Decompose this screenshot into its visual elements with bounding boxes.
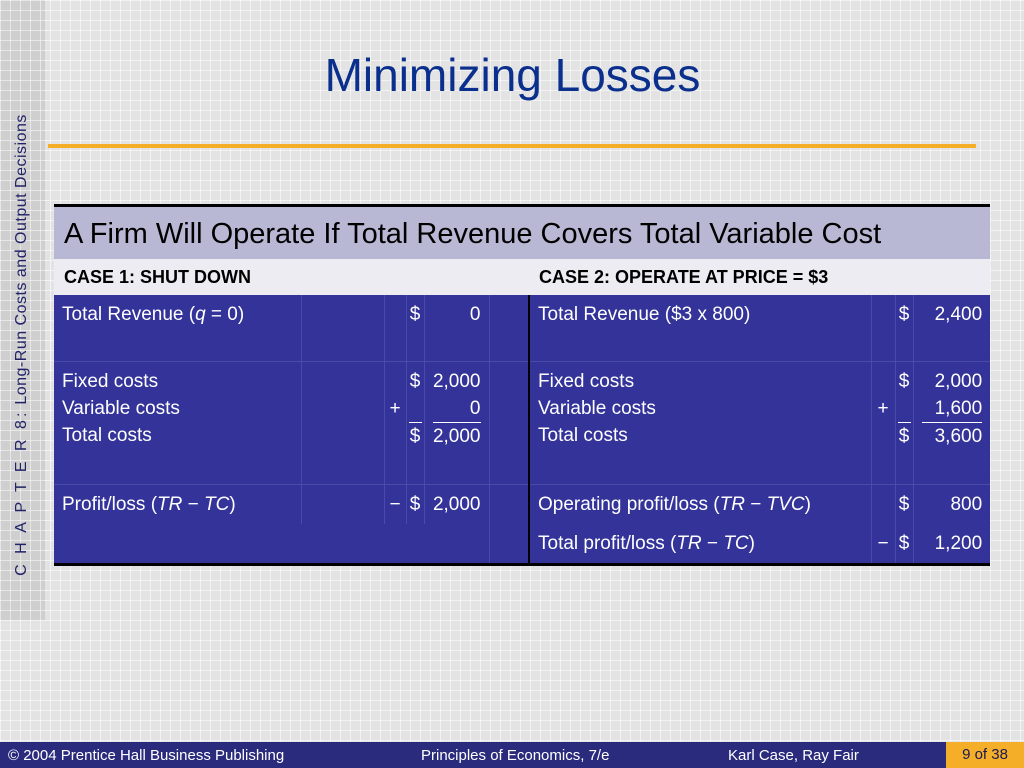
- case2-fixed-label: Fixed costs: [538, 371, 635, 392]
- chapter-label: C H A P T E R 8: Long-Run Costs and Outp…: [13, 85, 31, 605]
- case1-revenue-value: 0: [424, 295, 490, 362]
- case2-variable-value: 1,600: [921, 395, 983, 423]
- footer-copyright: © 2004 Prentice Hall Business Publishing: [8, 747, 285, 764]
- case2-revenue-dollar: $: [895, 295, 914, 362]
- table-header-row: A Firm Will Operate If Total Revenue Cov…: [54, 204, 991, 259]
- table-row: Total Revenue (q = 0) $ 0 Total Revenue …: [54, 295, 991, 362]
- case2-total-dollar: $: [898, 426, 910, 447]
- case1-total-value: 2,000: [432, 426, 481, 447]
- chapter-topic: Long-Run Costs and Output Decisions: [13, 114, 30, 405]
- case2-total-profit-sign: −: [871, 524, 896, 566]
- page-number: 9 of 38: [946, 742, 1024, 768]
- case2-total-profit-value: 1,200: [913, 524, 991, 566]
- side-strip: [0, 0, 45, 620]
- case2-total-value: 3,600: [934, 426, 983, 447]
- case1-profit-dollar: $: [406, 484, 425, 524]
- case1-revenue-label: Total Revenue (q = 0): [54, 295, 302, 362]
- case2-revenue-value: 2,400: [913, 295, 991, 362]
- case2-total-label: Total costs: [538, 425, 628, 446]
- table-row: Profit/loss (TR − TC) − $ 2,000 Operatin…: [54, 484, 991, 524]
- case2-fixed-dollar: $: [898, 371, 910, 392]
- case1-variable-label: Variable costs: [62, 398, 180, 419]
- case2-operating-dollar: $: [895, 484, 914, 524]
- slide-title: Minimizing Losses: [324, 49, 701, 101]
- case2-total-profit-label: Total profit/loss (TR − TC): [529, 524, 872, 566]
- case1-profit-label: Profit/loss (TR − TC): [54, 484, 302, 524]
- case1-fixed-value: 2,000: [432, 371, 481, 392]
- case2-total-profit-dollar: $: [895, 524, 914, 566]
- footer-bar: © 2004 Prentice Hall Business Publishing…: [0, 742, 1024, 768]
- case2-title: CASE 2: OPERATE AT PRICE = $3: [529, 259, 991, 295]
- case2-operating-label: Operating profit/loss (TR − TVC): [529, 484, 872, 524]
- case-title-row: CASE 1: SHUT DOWN CASE 2: OPERATE AT PRI…: [54, 259, 991, 295]
- case2-fixed-value: 2,000: [934, 371, 983, 392]
- case1-total-dollar: $: [409, 426, 421, 447]
- case1-fixed-dollar: $: [409, 371, 421, 392]
- table-header: A Firm Will Operate If Total Revenue Cov…: [54, 204, 991, 259]
- case1-variable-sign: +: [389, 398, 401, 419]
- case1-profit-value: 2,000: [424, 484, 490, 524]
- chapter-number: C H A P T E R 8:: [13, 409, 30, 576]
- case1-fixed-label: Fixed costs: [62, 371, 159, 392]
- title-rule: [48, 144, 976, 148]
- table-row: Fixed costs Variable costs Total costs +…: [54, 361, 991, 485]
- case1-revenue-dollar: $: [406, 295, 425, 362]
- case1-variable-value: 0: [432, 395, 481, 423]
- case2-cost-labels: Fixed costs Variable costs Total costs: [529, 361, 872, 485]
- table-row: Total profit/loss (TR − TC) − $ 1,200: [54, 524, 991, 566]
- case1-title: CASE 1: SHUT DOWN: [54, 259, 529, 295]
- footer-book: Principles of Economics, 7/e: [421, 747, 610, 764]
- case2-revenue-label: Total Revenue ($3 x 800): [529, 295, 872, 362]
- case1-cost-labels: Fixed costs Variable costs Total costs: [54, 361, 302, 485]
- comparison-table: A Firm Will Operate If Total Revenue Cov…: [54, 204, 991, 566]
- case2-operating-value: 800: [913, 484, 991, 524]
- footer-authors: Karl Case, Ray Fair: [728, 747, 859, 764]
- case2-variable-label: Variable costs: [538, 398, 656, 419]
- case1-total-label: Total costs: [62, 425, 152, 446]
- case1-profit-sign: −: [384, 484, 407, 524]
- case2-variable-sign: +: [877, 398, 889, 419]
